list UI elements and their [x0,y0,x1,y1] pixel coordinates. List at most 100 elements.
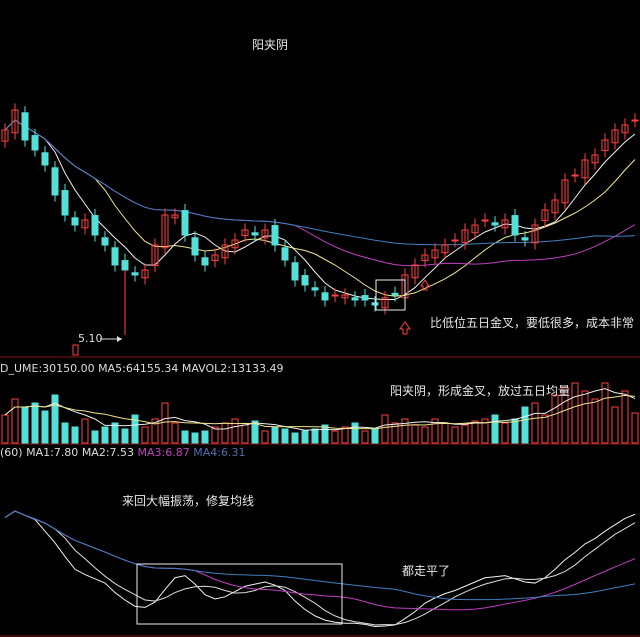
candle-body [621,124,629,134]
candle-body [561,179,569,204]
price-ma30-line [4,119,636,267]
candle-body [481,219,489,222]
candle-body [161,214,169,249]
highlight-box [375,279,406,311]
volume-bar [151,418,159,444]
volume-bar [321,424,329,444]
candle-body [121,260,129,271]
indicator-ma3: MA3:6.87 [137,446,190,459]
candle-body [181,210,189,236]
volume-bar [351,422,359,444]
candle-body [81,219,89,229]
candle-body [271,225,279,246]
volume-value: D_UME:30150.00 [0,362,95,375]
volume-bar [621,390,629,444]
candle-body [71,217,79,226]
volume-bar [131,414,139,444]
volume-bar [411,424,419,444]
volume-bar [361,430,369,444]
candle-body [151,244,159,267]
candle-body [201,257,209,266]
volume-bar [451,426,459,444]
indicator-ma4-line [4,510,636,601]
volume-bar [101,426,109,444]
volume-bar [41,410,49,444]
volume-bar [91,430,99,444]
volume-bar [631,412,639,444]
candle-body [21,112,29,141]
volume-bar [481,418,489,444]
candle-body [431,249,439,259]
indicator-ma3-line [4,510,636,611]
candle-body [491,222,499,226]
candle-body [171,214,179,219]
up-arrow-icon [399,321,411,335]
volume-bar [511,418,519,444]
volume-bar [551,394,559,444]
volume-bar [421,426,429,444]
volume-bar [491,414,499,444]
price-ma10-line [4,119,636,297]
candle-body [391,292,399,296]
candle-body [321,292,329,301]
indicator-ma1: MA1:7.80 [26,446,79,459]
volume-mavol2: MAVOL2:13133.49 [181,362,284,375]
candle-body [51,167,59,196]
low-point-arrow-head [117,336,122,342]
candle-body [91,215,99,236]
volume-bar [271,426,279,444]
volume-bar [11,398,19,444]
volume-bar [561,386,569,444]
candle-body [511,215,519,236]
candle-body [231,239,239,249]
candle-body [351,297,359,301]
volume-bar [471,420,479,444]
indicator-ma2-line [4,510,636,626]
candle-body [1,129,9,142]
candle-body [251,232,259,236]
volume-bar [221,422,229,444]
volume-bar [391,422,399,444]
volume-bar [231,418,239,444]
volume-bar [51,394,59,444]
candle-body [381,297,389,309]
candle-body [501,219,509,229]
volume-bar [171,422,179,444]
volume-bar [71,426,79,444]
candle-body [411,264,419,279]
volume-ma5: MA5:64155.34 [98,362,179,375]
candle-body [31,135,39,151]
candle-body [331,294,339,297]
volume-bar [401,418,409,444]
candle-body [471,224,479,234]
volume-bar [581,390,589,444]
candle-body [41,152,49,166]
candle-body [241,229,249,237]
up-arrow-icon [420,279,430,291]
candle-body [311,287,319,291]
volume-bar [1,414,9,444]
volume-bar [21,406,29,444]
candle-body [341,294,349,299]
flat-note: 都走平了 [402,564,451,578]
volume-bar [181,430,189,444]
candle-body [441,244,449,254]
candle-body [61,190,69,216]
indicator-header: (60) MA1:7.80 MA2:7.53 MA3:6.87 MA4:6.31 [0,446,245,459]
candle-body [11,109,19,134]
volume-header: D_UME:30150.00 MA5:64155.34 MAVOL2:13133… [0,362,284,375]
volume-bar [191,432,199,444]
candle-body [141,269,149,279]
volume-bar [591,398,599,444]
candle-body [531,224,539,244]
low-price-label: 5.10 [78,332,103,345]
volume-bar [571,382,579,444]
volume-bar [381,414,389,444]
candle-body [281,247,289,261]
volume-bar [531,402,539,444]
candle-body [371,302,379,306]
volume-bar [281,428,289,444]
volume-ma5-line [4,388,636,431]
low-candle [72,344,79,356]
